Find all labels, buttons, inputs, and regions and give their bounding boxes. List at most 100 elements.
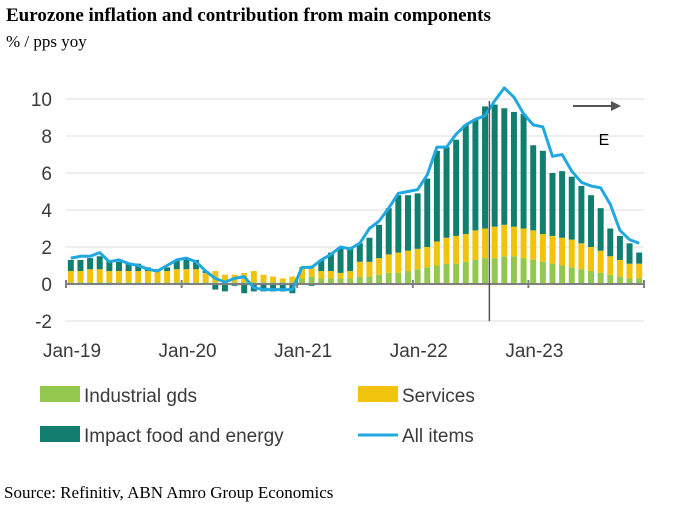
bar-segment bbox=[636, 252, 643, 264]
x-tick-label: Jan-19 bbox=[43, 341, 101, 362]
bar-segment bbox=[414, 248, 421, 270]
bar-segment bbox=[501, 108, 508, 225]
bar-segment bbox=[443, 237, 450, 264]
bar-segment bbox=[327, 271, 334, 279]
bar-segment bbox=[337, 272, 344, 279]
bar-segment bbox=[337, 278, 344, 284]
bar-segment bbox=[588, 195, 595, 247]
bar-segment bbox=[607, 228, 614, 257]
bar-segment bbox=[530, 145, 537, 231]
bar-segment bbox=[270, 284, 277, 292]
bar-segment bbox=[144, 271, 151, 283]
bar-segment bbox=[520, 228, 527, 259]
bar-segment bbox=[318, 278, 325, 284]
legend-label: Services bbox=[402, 386, 475, 407]
bar-segment bbox=[626, 243, 633, 264]
bar-segment bbox=[67, 259, 74, 272]
bar-segment bbox=[616, 276, 623, 284]
bar-segment bbox=[404, 195, 411, 251]
bar-segment bbox=[193, 259, 200, 270]
bar-segment bbox=[462, 261, 469, 284]
legend-swatch bbox=[358, 386, 398, 402]
bar-segment bbox=[395, 252, 402, 273]
bar-segment bbox=[607, 274, 614, 284]
bar-segment bbox=[482, 228, 489, 259]
bar-segment bbox=[559, 265, 566, 284]
bar-segment bbox=[395, 195, 402, 253]
bar-segment bbox=[347, 248, 354, 272]
bar-segment bbox=[462, 234, 469, 262]
bar-segment bbox=[559, 171, 566, 238]
bar-segment bbox=[520, 258, 527, 284]
bar-segment bbox=[404, 250, 411, 272]
bar-segment bbox=[597, 208, 604, 251]
bar-segment bbox=[67, 271, 74, 283]
bar-segment bbox=[173, 269, 180, 283]
bar-segment bbox=[433, 241, 440, 266]
bar-segment bbox=[501, 224, 508, 257]
bar-segment bbox=[173, 259, 180, 270]
bar-segment bbox=[597, 250, 604, 273]
bar-segment bbox=[376, 258, 383, 275]
bar-segment bbox=[453, 139, 460, 236]
bar-segment bbox=[164, 271, 171, 283]
bar-segment bbox=[539, 234, 546, 262]
y-tick-label: 10 bbox=[31, 90, 52, 111]
bar-segment bbox=[77, 271, 84, 283]
bar-segment bbox=[96, 256, 103, 270]
bar-segment bbox=[588, 271, 595, 284]
bar-segment bbox=[299, 267, 306, 279]
bar-segment bbox=[115, 271, 122, 283]
bar-segment bbox=[578, 243, 585, 270]
bar-segment bbox=[491, 104, 498, 227]
bar-segment bbox=[568, 267, 575, 284]
bar-segment bbox=[453, 235, 460, 264]
bar-segment bbox=[520, 113, 527, 229]
bar-segment bbox=[578, 185, 585, 244]
estimate-arrow-head bbox=[611, 101, 621, 111]
bar-segment bbox=[636, 278, 643, 284]
bar-segment bbox=[626, 278, 633, 284]
bar-segment bbox=[472, 119, 479, 231]
legend-swatch bbox=[40, 426, 80, 442]
bar-segment bbox=[327, 278, 334, 284]
bar-segment bbox=[626, 263, 633, 279]
x-tick-label: Jan-22 bbox=[390, 341, 448, 362]
bar-segment bbox=[356, 261, 363, 277]
x-tick-label: Jan-20 bbox=[159, 341, 217, 362]
bar-segment bbox=[250, 271, 257, 283]
bar-segment bbox=[568, 176, 575, 240]
legend-label: Industrial gds bbox=[84, 386, 197, 407]
bar-segment bbox=[385, 254, 392, 273]
bar-segment bbox=[549, 263, 556, 284]
bar-segment bbox=[154, 271, 161, 283]
bar-segment bbox=[106, 259, 113, 272]
bar-segment bbox=[549, 173, 556, 236]
bar-segment bbox=[424, 247, 431, 268]
bar-segment bbox=[289, 276, 296, 283]
bar-segment bbox=[221, 284, 228, 292]
bar-segment bbox=[279, 278, 286, 283]
bar-segment bbox=[491, 258, 498, 284]
bar-segment bbox=[491, 226, 498, 259]
bar-segment bbox=[347, 271, 354, 279]
bar-segment bbox=[279, 284, 286, 292]
x-tick-label: Jan-21 bbox=[274, 341, 332, 362]
bar-segment bbox=[501, 256, 508, 284]
y-tick-label: 8 bbox=[41, 127, 52, 148]
bar-segment bbox=[549, 235, 556, 264]
bar-segment bbox=[337, 247, 344, 273]
bar-segment bbox=[395, 272, 402, 284]
bar-segment bbox=[453, 263, 460, 284]
bar-segment bbox=[530, 230, 537, 260]
bar-segment bbox=[366, 261, 373, 277]
bar-segment bbox=[347, 278, 354, 284]
bar-segment bbox=[385, 272, 392, 284]
bar-segment bbox=[636, 263, 643, 279]
bar-segment bbox=[260, 284, 267, 292]
bar-segment bbox=[241, 284, 248, 294]
all-items-line bbox=[70, 86, 640, 292]
bar-segment bbox=[96, 269, 103, 283]
bar-segment bbox=[115, 261, 122, 272]
bar-segment bbox=[472, 259, 479, 284]
